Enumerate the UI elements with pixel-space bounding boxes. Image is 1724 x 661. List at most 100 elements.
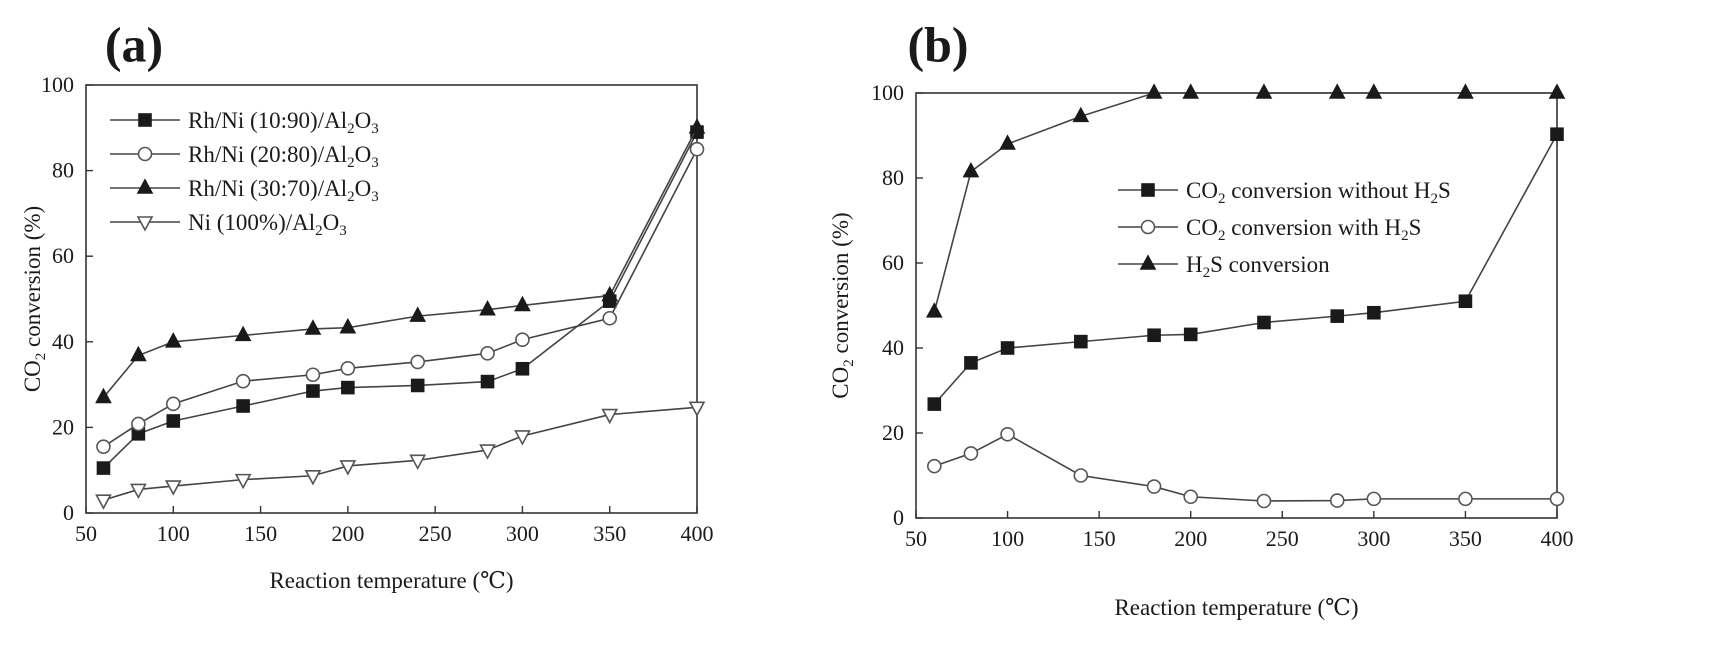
data-point	[304, 469, 322, 486]
data-point	[1147, 328, 1161, 343]
data-point	[514, 295, 531, 312]
data-point	[96, 461, 111, 475]
legend-label: Rh/Ni (10:90)/Al2O3	[188, 108, 379, 137]
data-point	[964, 356, 978, 370]
data-point	[131, 416, 146, 432]
data-point	[305, 367, 321, 383]
data-point	[962, 161, 980, 178]
y-tick-label: 0	[63, 500, 74, 525]
data-point	[1328, 83, 1346, 99]
data-point	[234, 473, 252, 490]
y-tick-label: 80	[52, 158, 74, 183]
series-2	[925, 83, 1566, 318]
x-tick-label: 50	[905, 526, 927, 551]
legend-marker	[136, 178, 154, 194]
y-tick-label: 40	[52, 329, 74, 354]
data-point	[1255, 83, 1273, 99]
data-point	[601, 285, 619, 302]
data-point	[1458, 294, 1473, 309]
x-tick-label: 350	[593, 521, 626, 546]
x-tick-label: 200	[1174, 526, 1207, 551]
x-tick-label: 50	[75, 521, 97, 546]
y-tick-label: 60	[52, 243, 74, 268]
y-tick-label: 20	[52, 414, 74, 439]
legend: Rh/Ni (10:90)/Al2O3 Rh/Ni (20:80)/Al2O3 Rh…	[110, 108, 379, 239]
series-3	[95, 401, 706, 510]
data-point	[1458, 491, 1473, 507]
data-point	[1183, 489, 1199, 505]
y-tick-label: 0	[893, 505, 904, 530]
data-point	[96, 439, 111, 454]
data-point	[1329, 493, 1345, 508]
data-point	[130, 345, 147, 362]
x-tick-label: 300	[506, 521, 539, 546]
data-point	[515, 361, 530, 376]
data-point	[514, 430, 531, 446]
data-point	[165, 396, 181, 412]
data-point	[1182, 83, 1200, 99]
legend-label: Rh/Ni (20:80)/Al2O3	[188, 142, 379, 171]
panel-label: (a)	[105, 16, 163, 72]
series-line	[103, 406, 698, 501]
series-line	[102, 127, 698, 398]
data-point	[95, 387, 112, 404]
data-point	[1457, 83, 1474, 99]
data-point	[963, 446, 979, 461]
legend-marker	[1141, 183, 1155, 197]
legend: CO2 conversion without H2S CO2 conversion…	[1118, 178, 1451, 281]
y-axis-title: CO2 conversion (%)	[828, 212, 857, 398]
data-point	[95, 494, 112, 510]
chart-panel-a: (a) 50 100 150 200 250 300 350 400 0 20 40 60 80 100 Re…	[20, 16, 714, 593]
x-tick-label: 100	[991, 526, 1024, 551]
data-point	[1256, 493, 1272, 509]
data-point	[409, 454, 427, 471]
data-point	[130, 483, 147, 500]
data-point	[602, 310, 618, 326]
data-point	[479, 300, 496, 316]
data-point	[1549, 491, 1565, 507]
data-point	[235, 373, 251, 389]
x-axis-title: Reaction temperature (℃)	[1114, 595, 1358, 620]
data-point	[1366, 491, 1382, 507]
x-tick-label: 250	[419, 521, 452, 546]
data-point	[234, 325, 252, 342]
legend-label: CO2 conversion with H2S	[1186, 215, 1421, 244]
data-point	[304, 319, 322, 335]
data-point	[1146, 479, 1162, 494]
data-point	[340, 361, 356, 376]
x-axis-title: Reaction temperature (℃)	[269, 568, 513, 593]
data-point	[480, 374, 495, 389]
data-point	[688, 401, 706, 417]
series-line	[934, 433, 1557, 502]
data-point	[1548, 83, 1566, 99]
x-tick-label: 350	[1449, 526, 1482, 551]
chart-panel-b: (b) 50 100 150 200 250 300 350 400 0 20 40 60 80 100 Re…	[828, 16, 1574, 620]
legend-marker	[137, 146, 153, 162]
data-point	[1145, 83, 1163, 99]
data-point	[164, 332, 182, 348]
legend-marker	[1139, 254, 1157, 270]
data-point	[164, 480, 182, 496]
x-tick-label: 250	[1266, 526, 1299, 551]
data-point	[480, 346, 495, 361]
y-tick-label: 100	[871, 80, 904, 105]
data-point	[410, 354, 425, 370]
data-point	[1000, 341, 1015, 355]
data-point	[1183, 327, 1198, 342]
y-tick-label: 80	[882, 165, 904, 190]
data-point	[927, 458, 942, 474]
plot-frame	[85, 84, 698, 514]
data-point	[1000, 426, 1015, 442]
legend-marker	[138, 113, 152, 127]
legend-marker	[136, 216, 154, 232]
data-point	[515, 332, 530, 347]
data-point	[1365, 83, 1383, 99]
y-axis-title: CO2 conversion (%)	[20, 206, 49, 392]
data-point	[236, 399, 250, 413]
data-point	[166, 414, 181, 428]
data-point	[601, 408, 619, 425]
data-point	[1072, 106, 1090, 123]
series-0	[927, 127, 1564, 411]
data-point	[410, 378, 425, 393]
